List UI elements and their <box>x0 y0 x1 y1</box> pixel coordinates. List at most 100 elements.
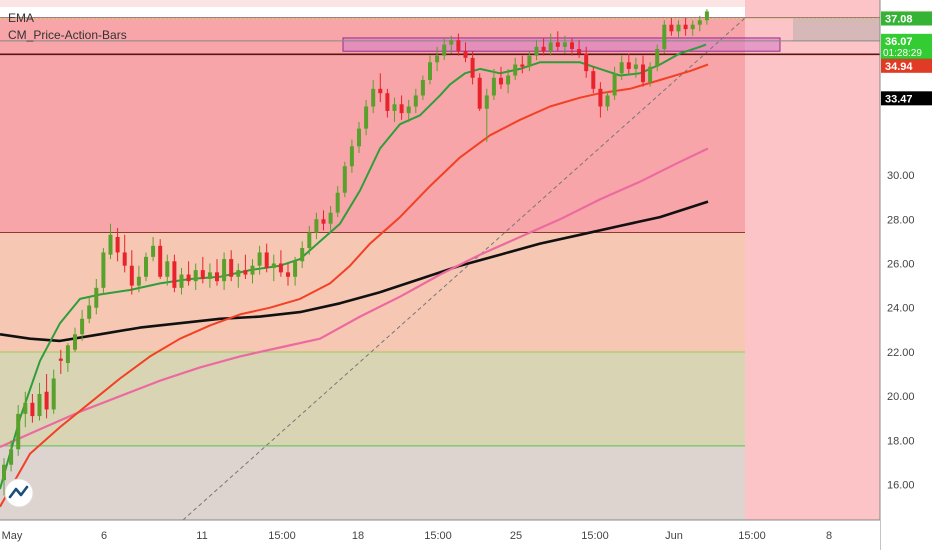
candle <box>513 57 518 80</box>
candle <box>278 250 283 277</box>
candle-body <box>349 146 354 167</box>
candle-body <box>364 106 369 129</box>
candle <box>236 263 241 288</box>
candle-body <box>16 413 21 450</box>
candle <box>136 265 141 293</box>
level-label-bg <box>881 33 932 48</box>
candle-body <box>87 305 92 319</box>
candle <box>413 88 418 114</box>
candle <box>399 95 404 120</box>
level-label-bg <box>881 11 932 26</box>
candle-body <box>626 62 631 69</box>
time-tick: 25 <box>510 530 522 542</box>
candle-body <box>442 44 447 56</box>
candle <box>605 91 610 111</box>
candle-body <box>697 20 702 25</box>
candle <box>662 20 667 54</box>
candle <box>165 254 170 286</box>
legend-ema[interactable]: EMA <box>8 11 35 25</box>
candle <box>577 40 582 58</box>
candle <box>9 440 14 472</box>
candle-body <box>513 64 518 76</box>
price-tick: 24.00 <box>887 303 915 315</box>
candle <box>690 20 695 36</box>
candle-body <box>662 24 667 50</box>
candle-body <box>406 106 411 114</box>
legend-price-action-bars[interactable]: CM_Price-Action-Bars <box>8 28 127 42</box>
candle <box>435 46 440 72</box>
candle <box>58 349 63 375</box>
zone-backgrounds <box>0 0 880 520</box>
time-tick: 6 <box>101 530 107 542</box>
candle <box>108 223 113 260</box>
logo-icon <box>4 478 34 508</box>
candle <box>562 35 567 54</box>
candle-body <box>144 256 148 277</box>
candle-body <box>704 11 709 21</box>
candle <box>463 42 468 63</box>
candle-body <box>30 402 35 417</box>
candle-body <box>577 49 582 54</box>
logo-mark <box>8 485 29 499</box>
candle-body <box>200 270 205 279</box>
candle <box>193 263 198 291</box>
candle <box>633 57 638 78</box>
price-axis <box>880 0 932 550</box>
candle <box>534 40 539 61</box>
candle <box>335 186 340 218</box>
candle-body <box>463 51 468 58</box>
candle <box>65 343 70 372</box>
candle <box>520 55 525 74</box>
time-tick: 11 <box>196 530 207 542</box>
candle <box>470 51 475 85</box>
candle-body <box>633 64 638 69</box>
candle <box>619 55 624 80</box>
candle-body <box>94 287 99 308</box>
candle-body <box>648 66 653 83</box>
candle <box>385 88 390 118</box>
candle-body <box>207 272 212 279</box>
candle-body <box>591 71 596 89</box>
candle-body <box>101 252 106 288</box>
price-tick: 22.00 <box>887 347 915 359</box>
candle-body <box>278 263 283 273</box>
candle <box>200 256 205 284</box>
candle-body <box>250 265 255 275</box>
time-tick: 18 <box>352 530 364 542</box>
level-label-bg <box>881 91 932 106</box>
candle-body <box>527 55 532 67</box>
candle-body <box>23 402 28 414</box>
candle-body <box>108 234 113 255</box>
candle-body <box>129 265 134 286</box>
candle <box>648 62 653 87</box>
price-tick: 28.00 <box>887 214 915 226</box>
candle <box>491 68 496 100</box>
candle <box>683 18 688 36</box>
time-tick: 15:00 <box>738 530 766 542</box>
price-tick: 20.00 <box>887 391 915 403</box>
candle <box>406 99 411 122</box>
candle-body <box>65 345 70 364</box>
candle-body <box>115 236 120 253</box>
candle <box>349 139 354 173</box>
time-tick: 15:00 <box>268 530 296 542</box>
candle <box>151 236 156 262</box>
candle <box>697 15 702 32</box>
ema-fast-line <box>0 43 707 490</box>
candle-body <box>619 62 624 74</box>
candles <box>2 9 709 496</box>
candle <box>257 245 262 275</box>
candle <box>477 73 482 111</box>
candle <box>612 66 617 100</box>
price-tick: 18.00 <box>887 435 915 447</box>
candle-body <box>222 259 227 282</box>
candle-body <box>669 24 674 32</box>
candle <box>101 248 106 295</box>
candle <box>115 228 120 262</box>
candle <box>484 88 489 142</box>
candle <box>30 393 35 423</box>
candle <box>207 263 212 288</box>
